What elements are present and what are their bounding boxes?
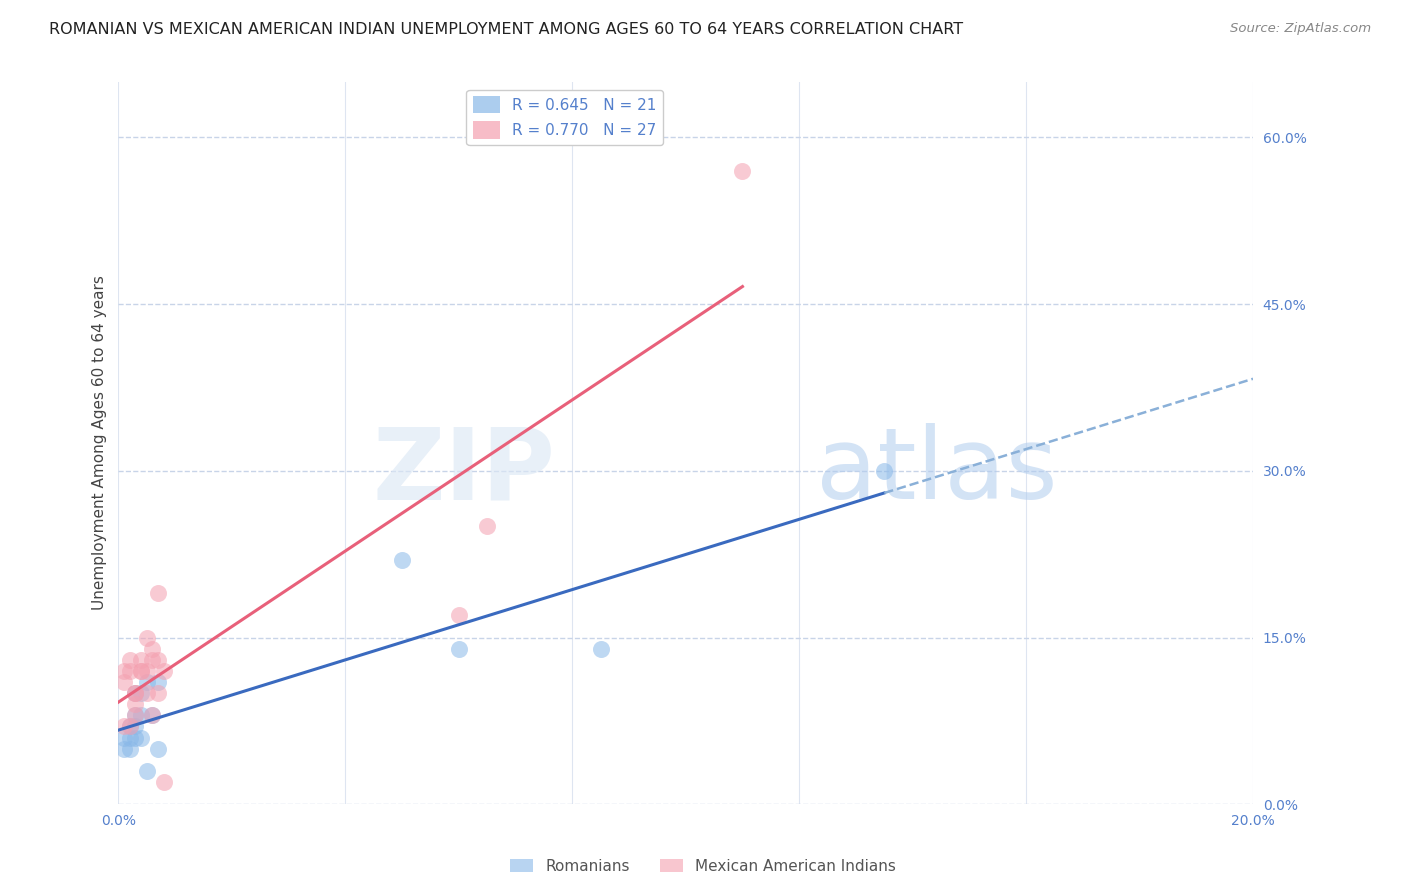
Point: [118, 719, 141, 733]
Point: [589, 641, 612, 656]
Legend: R = 0.645   N = 21, R = 0.770   N = 27: R = 0.645 N = 21, R = 0.770 N = 27: [467, 89, 662, 145]
Point: [124, 686, 146, 700]
Point: [112, 664, 135, 678]
Point: [447, 641, 470, 656]
Text: atlas: atlas: [817, 424, 1057, 520]
Point: [146, 586, 169, 600]
Point: [146, 741, 169, 756]
Point: [118, 719, 141, 733]
Point: [141, 653, 163, 667]
Point: [135, 664, 157, 678]
Point: [124, 731, 146, 745]
Point: [118, 653, 141, 667]
Point: [129, 664, 152, 678]
Point: [129, 653, 152, 667]
Point: [112, 731, 135, 745]
Legend: Romanians, Mexican American Indians: Romanians, Mexican American Indians: [503, 853, 903, 880]
Point: [129, 731, 152, 745]
Point: [447, 608, 470, 623]
Point: [118, 664, 141, 678]
Point: [135, 631, 157, 645]
Point: [124, 708, 146, 723]
Point: [153, 664, 176, 678]
Point: [141, 641, 163, 656]
Point: [135, 764, 157, 778]
Point: [124, 697, 146, 711]
Point: [112, 675, 135, 690]
Point: [141, 708, 163, 723]
Text: ZIP: ZIP: [373, 424, 555, 520]
Point: [873, 464, 896, 478]
Point: [141, 708, 163, 723]
Point: [731, 163, 754, 178]
Point: [124, 708, 146, 723]
Point: [118, 741, 141, 756]
Y-axis label: Unemployment Among Ages 60 to 64 years: Unemployment Among Ages 60 to 64 years: [93, 276, 107, 610]
Point: [124, 719, 146, 733]
Point: [124, 686, 146, 700]
Text: Source: ZipAtlas.com: Source: ZipAtlas.com: [1230, 22, 1371, 36]
Point: [129, 708, 152, 723]
Point: [135, 675, 157, 690]
Point: [135, 686, 157, 700]
Point: [146, 653, 169, 667]
Point: [129, 664, 152, 678]
Point: [118, 731, 141, 745]
Point: [146, 686, 169, 700]
Point: [146, 675, 169, 690]
Point: [112, 719, 135, 733]
Text: ROMANIAN VS MEXICAN AMERICAN INDIAN UNEMPLOYMENT AMONG AGES 60 TO 64 YEARS CORRE: ROMANIAN VS MEXICAN AMERICAN INDIAN UNEM…: [49, 22, 963, 37]
Point: [391, 553, 413, 567]
Point: [153, 775, 176, 789]
Point: [477, 519, 499, 533]
Point: [112, 741, 135, 756]
Point: [129, 686, 152, 700]
Point: [124, 686, 146, 700]
